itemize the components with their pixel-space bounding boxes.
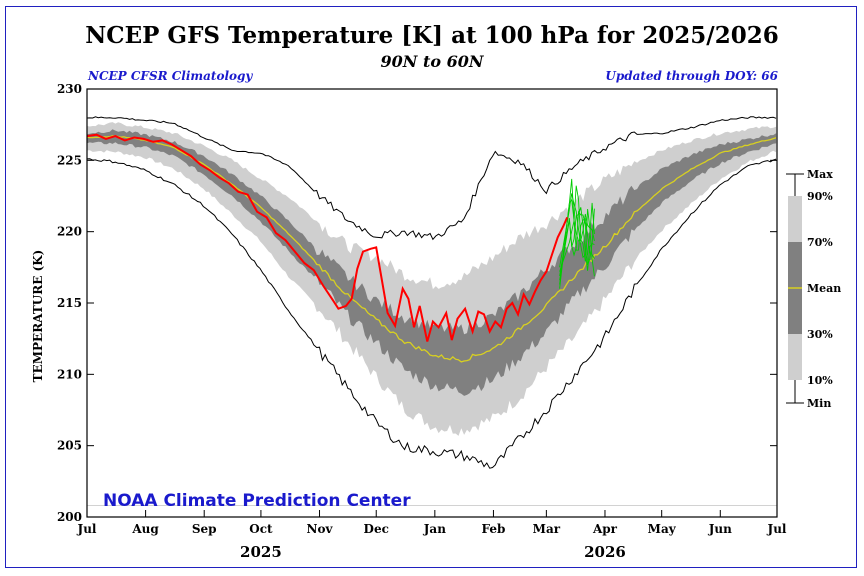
chart-subtitle: 90N to 60N bbox=[380, 52, 484, 71]
legend-10-label: 10% bbox=[807, 374, 833, 387]
x-tick-label: Sep bbox=[192, 522, 217, 536]
legend-70-label: 70% bbox=[807, 236, 833, 249]
forecast-member-line bbox=[559, 198, 595, 285]
x-tick-label: Jul bbox=[767, 522, 787, 536]
y-tick-label: 220 bbox=[57, 225, 82, 239]
legend-90-label: 90% bbox=[807, 190, 833, 203]
y-tick-label: 230 bbox=[57, 82, 82, 96]
x-tick-label: May bbox=[648, 522, 677, 536]
x-tick-label: Mar bbox=[533, 522, 561, 536]
y-tick-label: 205 bbox=[57, 439, 82, 453]
legend-outer-upper bbox=[788, 196, 802, 242]
observed-line bbox=[86, 133, 569, 342]
y-tick-label: 210 bbox=[57, 367, 82, 381]
legend-mean-label: Mean bbox=[807, 282, 841, 295]
forecast-member-line bbox=[559, 193, 595, 268]
y-tick-label: 200 bbox=[57, 510, 82, 524]
climatology-label: NCEP CFSR Climatology bbox=[88, 69, 253, 83]
x-tick-label: Oct bbox=[249, 522, 273, 536]
x-tick-label: Aug bbox=[131, 522, 159, 536]
credit-label: NOAA Climate Prediction Center bbox=[103, 491, 411, 511]
updated-label: Updated through DOY: 66 bbox=[605, 69, 778, 83]
figure-frame bbox=[5, 6, 857, 568]
legend-outer-lower bbox=[788, 334, 802, 380]
legend-min-label: Min bbox=[807, 397, 831, 410]
x-tick-label: Jan bbox=[423, 522, 446, 536]
x-tick-label: Jul bbox=[77, 522, 97, 536]
forecast-member-line bbox=[559, 185, 595, 272]
y-tick-label: 215 bbox=[57, 296, 82, 310]
year-label: 2026 bbox=[584, 543, 626, 561]
band-30-70 bbox=[87, 129, 777, 396]
x-tick-label: Feb bbox=[481, 522, 505, 536]
x-tick-label: Dec bbox=[364, 522, 389, 536]
mean-line bbox=[86, 135, 777, 363]
forecast-member-line bbox=[559, 207, 595, 276]
max-line bbox=[86, 116, 777, 241]
x-tick-label: Nov bbox=[307, 522, 334, 536]
chart-title: NCEP GFS Temperature [K] at 100 hPa for … bbox=[85, 22, 779, 49]
x-tick-label: Jun bbox=[708, 522, 732, 536]
min-line bbox=[86, 158, 777, 469]
legend-30-label: 30% bbox=[807, 328, 833, 341]
x-tick-label: Apr bbox=[592, 522, 618, 536]
legend-max-label: Max bbox=[807, 168, 833, 181]
year-label: 2025 bbox=[240, 543, 282, 561]
y-tick-label: 225 bbox=[57, 153, 82, 167]
